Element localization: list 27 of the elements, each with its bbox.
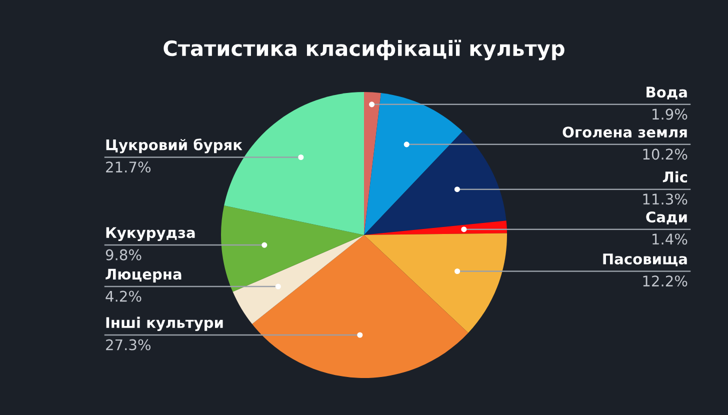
slice-label: Оголена земля <box>562 126 687 138</box>
chart-title: Статистика класифікації культур <box>164 40 564 60</box>
data-label: 4.2% <box>106 290 142 302</box>
slice-label: Люцерна <box>106 268 182 282</box>
data-label: 27.3% <box>106 339 151 350</box>
data-label: 11.3% <box>643 194 688 205</box>
pie-slice <box>364 92 382 235</box>
slice-label: Інші культури <box>106 316 223 332</box>
slice-label: Кукурудза <box>106 227 195 242</box>
data-label: 12.2% <box>643 276 688 287</box>
data-label: 9.8% <box>106 249 142 260</box>
slice-label: Вода <box>646 86 687 100</box>
pie-slice <box>232 235 364 324</box>
data-label: 1.4% <box>652 234 688 245</box>
pie-slice <box>364 93 463 235</box>
pie-slice <box>364 220 507 235</box>
pie-slice <box>221 206 364 292</box>
data-label: 10.2% <box>643 148 688 160</box>
slice-label: Пасовища <box>603 254 687 266</box>
data-label: 21.7% <box>106 162 151 173</box>
pie-slice <box>252 235 468 378</box>
pie-slice <box>364 131 506 235</box>
slice-label: Сади <box>646 211 687 224</box>
slice-label: Цукровий буряк <box>106 138 242 154</box>
data-label: 1.9% <box>652 108 688 120</box>
pie-slice <box>364 233 507 333</box>
slice-label: Ліс <box>662 171 688 183</box>
